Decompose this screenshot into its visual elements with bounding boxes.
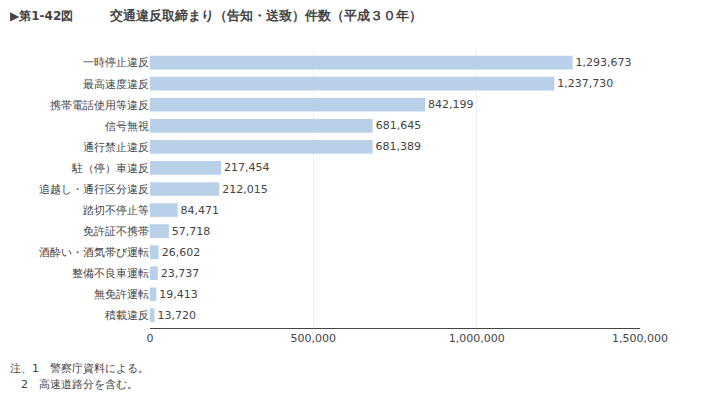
svg-text:1,293,673: 1,293,673 bbox=[576, 56, 632, 69]
svg-text:217,454: 217,454 bbox=[224, 161, 270, 174]
svg-text:681,389: 681,389 bbox=[376, 140, 422, 153]
svg-text:23,737: 23,737 bbox=[161, 267, 200, 280]
svg-text:84,471: 84,471 bbox=[181, 204, 220, 217]
svg-text:整備不良車運転: 整備不良車運転 bbox=[72, 267, 149, 280]
svg-text:▶第1-42図: ▶第1-42図 bbox=[10, 9, 73, 23]
svg-text:一時停止違反: 一時停止違反 bbox=[83, 56, 149, 69]
svg-text:追越し・通行区分違反: 追越し・通行区分違反 bbox=[39, 183, 149, 196]
svg-text:携帯電話使用等違反: 携帯電話使用等違反 bbox=[50, 99, 149, 112]
svg-text:駐（停）車違反: 駐（停）車違反 bbox=[71, 162, 149, 175]
svg-text:1,000,000: 1,000,000 bbox=[449, 332, 505, 345]
svg-text:1,500,000: 1,500,000 bbox=[612, 332, 668, 345]
svg-text:無免許運転: 無免許運転 bbox=[94, 288, 149, 301]
svg-text:500,000: 500,000 bbox=[291, 332, 337, 345]
svg-text:842,199: 842,199 bbox=[428, 98, 474, 111]
svg-text:0: 0 bbox=[147, 332, 154, 345]
svg-text:通行禁止違反: 通行禁止違反 bbox=[83, 141, 149, 154]
svg-text:交通違反取締まり（告知・送致）件数（平成３０年）: 交通違反取締まり（告知・送致）件数（平成３０年） bbox=[109, 8, 422, 23]
svg-text:免許証不携帯: 免許証不携帯 bbox=[83, 225, 149, 238]
svg-text:681,645: 681,645 bbox=[376, 119, 422, 132]
svg-text:積載違反: 積載違反 bbox=[105, 309, 149, 322]
svg-text:酒酔い・酒気帯び運転: 酒酔い・酒気帯び運転 bbox=[39, 246, 149, 259]
svg-text:1,237,730: 1,237,730 bbox=[557, 77, 613, 90]
svg-text:13,720: 13,720 bbox=[157, 309, 196, 322]
svg-text:注、1 警察庁資料による。: 注、1 警察庁資料による。 bbox=[10, 362, 149, 375]
svg-text:2 高速道路分を含む。: 2 高速道路分を含む。 bbox=[10, 378, 138, 391]
svg-text:最高速度違反: 最高速度違反 bbox=[83, 78, 149, 91]
svg-text:19,413: 19,413 bbox=[159, 288, 198, 301]
svg-text:踏切不停止等: 踏切不停止等 bbox=[83, 204, 149, 217]
svg-text:信号無視: 信号無視 bbox=[105, 120, 149, 133]
svg-text:26,602: 26,602 bbox=[162, 246, 201, 259]
svg-text:57,718: 57,718 bbox=[172, 225, 211, 238]
svg-text:212,015: 212,015 bbox=[222, 183, 268, 196]
